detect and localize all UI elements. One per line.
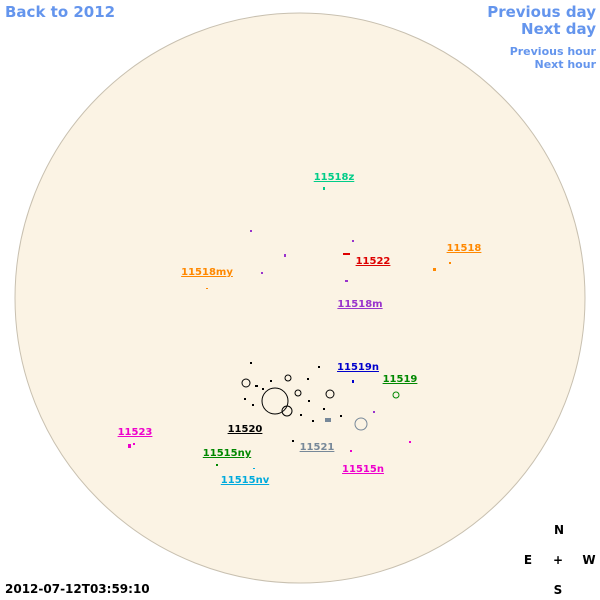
compass-south: S xyxy=(553,583,563,597)
previous-day-link[interactable]: Previous day xyxy=(487,3,596,21)
region-label[interactable]: 11522 xyxy=(355,256,391,267)
solar-disk xyxy=(14,12,586,584)
compass-west: W xyxy=(582,553,596,567)
region-label[interactable]: 11515n xyxy=(342,464,384,475)
region-label[interactable]: 11515ny xyxy=(202,448,252,459)
region-label[interactable]: 11523 xyxy=(117,427,153,438)
next-hour-link[interactable]: Next hour xyxy=(534,58,597,71)
region-label[interactable]: 11518 xyxy=(446,243,482,254)
region-label[interactable]: 11519n xyxy=(337,362,379,373)
region-label[interactable]: 11518z xyxy=(313,172,355,183)
compass-north: N xyxy=(553,523,565,537)
region-label[interactable]: 11518my xyxy=(181,267,233,278)
region-label[interactable]: 11520 xyxy=(227,424,263,435)
sunspots xyxy=(241,374,400,431)
region-label[interactable]: 11515nv xyxy=(220,475,270,486)
region-label[interactable]: 11521 xyxy=(299,442,335,453)
timestamp: 2012-07-12T03:59:10 xyxy=(5,582,150,596)
compass-east: E xyxy=(523,553,533,567)
next-day-link[interactable]: Next day xyxy=(521,20,596,38)
colored-spots xyxy=(128,187,451,469)
region-label[interactable]: 11519 xyxy=(382,374,418,385)
back-link[interactable]: Back to 2012 xyxy=(5,3,116,21)
previous-hour-link[interactable]: Previous hour xyxy=(509,45,596,58)
compass-center: + xyxy=(552,553,564,567)
region-label[interactable]: 11518m xyxy=(337,299,383,310)
sunspot-dots xyxy=(244,362,342,442)
